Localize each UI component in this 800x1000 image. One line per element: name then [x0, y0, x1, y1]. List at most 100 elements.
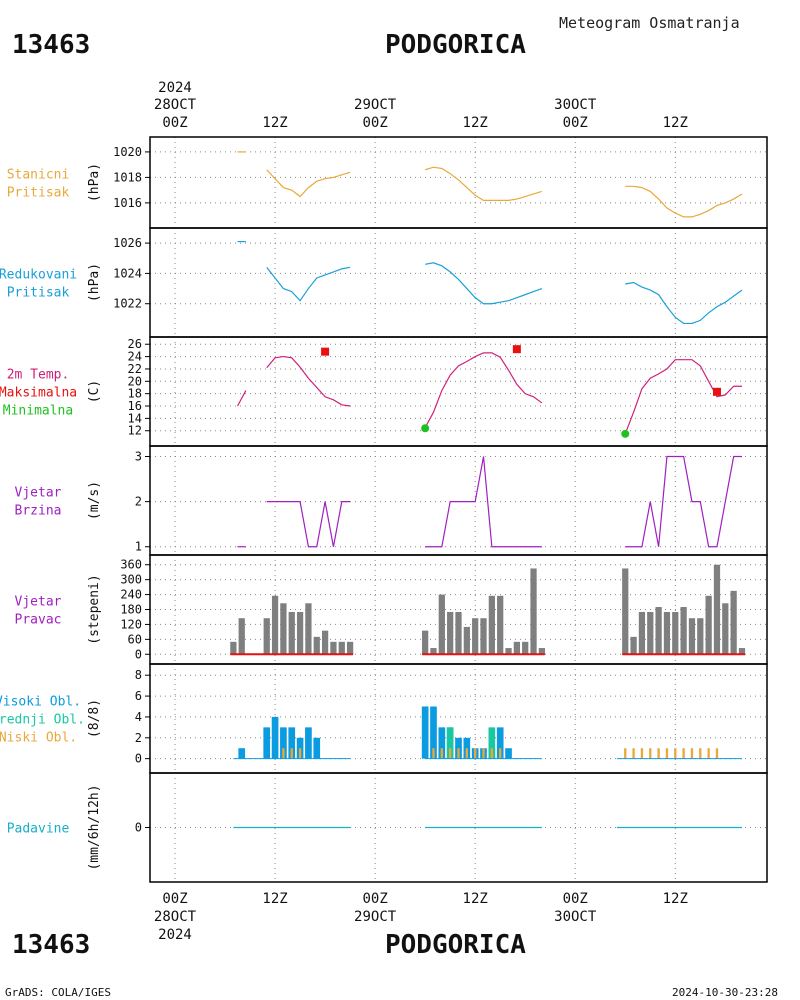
- panel-6: [145, 772, 768, 883]
- wind-direction-bar: [447, 611, 454, 655]
- wind-direction-bar: [238, 618, 245, 655]
- low-cloud-bar: [674, 748, 677, 759]
- y-tick-label: 20: [128, 374, 142, 388]
- mid-cloud-bar: [488, 727, 496, 759]
- wind-direction-bar: [305, 603, 312, 655]
- wind-direction-bar: [438, 594, 445, 655]
- bottom-time-hour: 00Z: [563, 891, 588, 907]
- bottom-time-hour: 12Z: [262, 891, 287, 907]
- temperature-line: [424, 352, 543, 428]
- y-tick-label: 14: [128, 411, 142, 425]
- wind-direction-bar: [697, 618, 704, 655]
- top-time-hour: 12Z: [663, 115, 688, 131]
- bottom-time-date: 30OCT: [554, 909, 597, 925]
- maximum-marker: [321, 347, 330, 356]
- top-time-date: 29OCT: [354, 97, 397, 113]
- y-axis-label: (mm/6h/12h): [87, 784, 102, 870]
- y-axis-label: (C): [87, 380, 102, 403]
- minimum-marker: [621, 429, 630, 438]
- wind-direction-bar: [713, 564, 721, 655]
- panel-frame: [149, 336, 768, 447]
- low-cloud-bar: [707, 748, 710, 759]
- wind-direction-bar: [513, 641, 520, 655]
- wind-direction-bar: [463, 626, 470, 655]
- low-cloud-bar: [682, 748, 685, 759]
- y-tick-label: 0: [135, 821, 142, 835]
- high-cloud-bar: [313, 737, 321, 759]
- low-cloud-bar: [649, 748, 652, 759]
- station-name-top: PODGORICA: [385, 30, 526, 60]
- y-tick-label: 26: [128, 337, 142, 351]
- wind-direction-bar: [522, 641, 529, 655]
- wind-direction-bar: [630, 636, 637, 655]
- mid-cloud-bar: [446, 727, 454, 759]
- temperature-line: [266, 355, 351, 407]
- temperature-line: [624, 359, 742, 435]
- high-cloud-bar: [496, 727, 504, 759]
- bottom-time-hour: 00Z: [362, 891, 387, 907]
- wind-direction-bar: [672, 611, 679, 655]
- wind-direction-bar: [280, 603, 287, 655]
- y-tick-label: 22: [128, 362, 142, 376]
- bottom-time-year: 2024: [158, 927, 192, 943]
- panel-side-label: Pravac: [15, 613, 62, 628]
- panel-3: [145, 445, 768, 556]
- y-tick-label: 1016: [113, 196, 142, 210]
- low-cloud-bar: [690, 748, 694, 759]
- y-axis-label: (m/s): [87, 481, 102, 520]
- y-tick-label: 12: [128, 424, 142, 438]
- bottom-time-hour: 12Z: [663, 891, 688, 907]
- wind-direction-bar: [430, 648, 437, 655]
- top-time-date: 30OCT: [554, 97, 597, 113]
- panel-side-label: 2m Temp.: [7, 368, 70, 383]
- wind-direction-bar: [505, 648, 512, 655]
- top-time-year: 2024: [158, 80, 192, 96]
- y-tick-label: 60: [128, 632, 142, 646]
- panel-2: [145, 336, 768, 447]
- wind-direction-bar: [538, 648, 546, 655]
- y-tick-label: 8: [135, 668, 142, 682]
- panel-side-label: Pritisak: [7, 286, 70, 301]
- low-cloud-bar: [465, 748, 469, 759]
- y-tick-label: 6: [135, 689, 142, 703]
- wind-direction-bar: [663, 611, 671, 655]
- series-line: [266, 266, 351, 302]
- high-cloud-bar: [271, 716, 279, 759]
- low-cloud-bar: [657, 748, 660, 759]
- top-time-hour: 12Z: [262, 115, 287, 131]
- wind-direction-bar: [647, 611, 654, 655]
- high-cloud-bar: [305, 727, 312, 759]
- y-tick-label: 1026: [113, 236, 142, 250]
- bottom-time-hour: 00Z: [162, 891, 187, 907]
- y-tick-label: 2: [135, 731, 142, 745]
- series-line: [266, 501, 351, 548]
- panel-side-label: Stanicni: [7, 168, 70, 183]
- wind-direction-bar: [346, 641, 354, 655]
- panel-frame: [149, 227, 768, 338]
- wind-direction-bar: [638, 611, 646, 655]
- panel-4: [145, 554, 768, 665]
- wind-direction-bar: [230, 641, 237, 655]
- wind-direction-bar: [480, 618, 487, 655]
- bottom-time-date: 29OCT: [354, 909, 397, 925]
- high-cloud-bar: [263, 727, 271, 759]
- top-time-hour: 00Z: [563, 115, 588, 131]
- panel-side-label: Pritisak: [7, 186, 70, 201]
- low-cloud-bar: [665, 748, 669, 759]
- panel-0: [145, 136, 768, 229]
- low-cloud-bar: [448, 748, 452, 759]
- temperature-line: [237, 390, 247, 407]
- series-line: [425, 456, 542, 548]
- panel-frame: [149, 445, 768, 556]
- y-tick-label: 1018: [113, 170, 142, 184]
- high-cloud-bar: [421, 706, 429, 759]
- y-tick-label: 18: [128, 387, 142, 401]
- low-cloud-bar: [490, 748, 494, 759]
- y-tick-label: 1020: [113, 145, 142, 159]
- bottom-time-date: 28OCT: [154, 909, 197, 925]
- wind-direction-bar: [321, 630, 329, 655]
- y-tick-label: 0: [135, 647, 142, 661]
- panel-frame: [149, 136, 768, 229]
- wind-direction-bar: [530, 568, 537, 655]
